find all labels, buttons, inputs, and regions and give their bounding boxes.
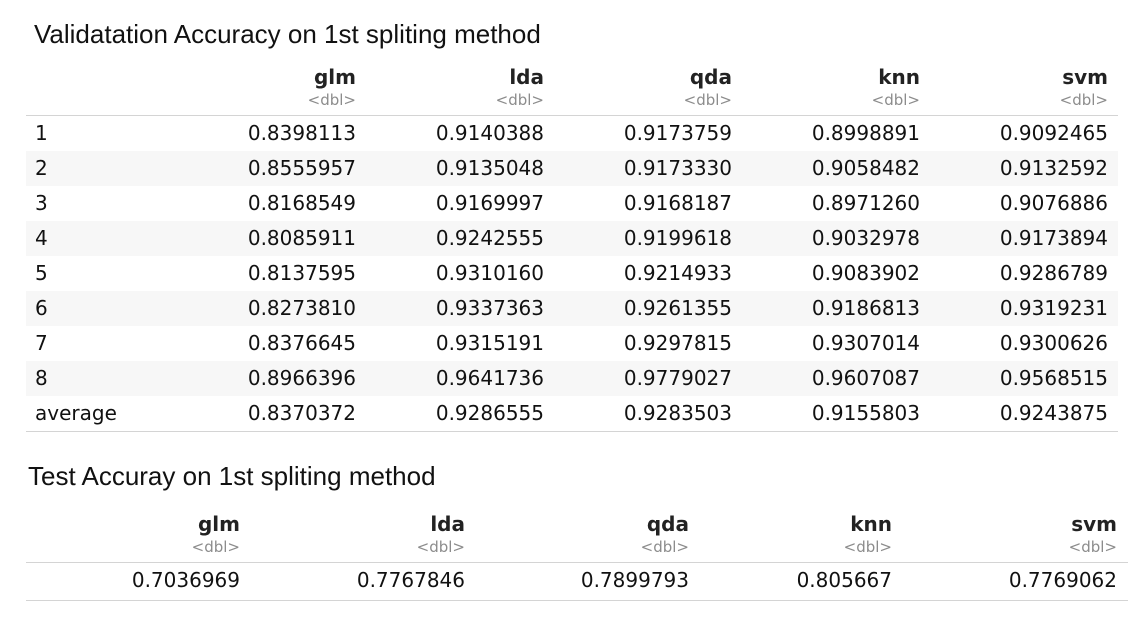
cell-lda: 0.7767846 xyxy=(356,568,465,592)
row-label: 1 xyxy=(35,121,48,145)
column-type-lda: <dbl> xyxy=(416,538,465,556)
cell-glm: 0.8085911 xyxy=(247,226,356,250)
cell-qda: 0.9779027 xyxy=(623,366,732,390)
validation-table-title: Validatation Accuracy on 1st spliting me… xyxy=(34,19,541,49)
cell-qda: 0.9173330 xyxy=(623,156,732,180)
column-header-lda[interactable]: lda xyxy=(509,65,544,89)
column-type-qda: <dbl> xyxy=(640,538,689,556)
column-header-glm[interactable]: glm xyxy=(313,65,356,89)
validation-accuracy-table: glm <dbl> lda <dbl> qda <dbl> knn <dbl> … xyxy=(26,64,1118,432)
row-label: average xyxy=(35,401,117,425)
cell-knn: 0.9083902 xyxy=(811,261,920,285)
column-type-lda: <dbl> xyxy=(495,91,544,109)
cell-qda: 0.9173759 xyxy=(623,121,732,145)
column-header-svm[interactable]: svm xyxy=(1071,512,1117,536)
cell-lda: 0.9315191 xyxy=(435,331,544,355)
row-label: 6 xyxy=(35,296,48,320)
cell-glm: 0.8376645 xyxy=(247,331,356,355)
column-type-knn: <dbl> xyxy=(871,91,920,109)
row-label: 4 xyxy=(35,226,48,250)
cell-qda: 0.9297815 xyxy=(623,331,732,355)
cell-svm: 0.9300626 xyxy=(999,331,1108,355)
table-row: 3 0.8168549 0.9169997 0.9168187 0.897126… xyxy=(26,186,1118,221)
cell-svm: 0.9319231 xyxy=(999,296,1108,320)
table-bottom-border xyxy=(26,600,1128,601)
cell-lda: 0.9135048 xyxy=(435,156,544,180)
table-row: 4 0.8085911 0.9242555 0.9199618 0.903297… xyxy=(26,221,1118,256)
row-label: 3 xyxy=(35,191,48,215)
column-type-qda: <dbl> xyxy=(683,91,732,109)
cell-svm: 0.9076886 xyxy=(999,191,1108,215)
cell-qda: 0.7899793 xyxy=(580,568,689,592)
cell-glm: 0.8168549 xyxy=(247,191,356,215)
column-header-glm[interactable]: glm xyxy=(197,512,240,536)
cell-lda: 0.9242555 xyxy=(435,226,544,250)
column-header-svm[interactable]: svm xyxy=(1062,65,1108,89)
table-row: 2 0.8555957 0.9135048 0.9173330 0.905848… xyxy=(26,151,1118,186)
table-row-average: average 0.8370372 0.9286555 0.9283503 0.… xyxy=(26,396,1118,431)
cell-glm: 0.7036969 xyxy=(131,568,240,592)
row-label: 5 xyxy=(35,261,48,285)
cell-svm: 0.7769062 xyxy=(1008,568,1117,592)
cell-svm: 0.9243875 xyxy=(999,401,1108,425)
column-type-glm: <dbl> xyxy=(307,91,356,109)
header-divider xyxy=(26,562,1128,563)
column-header-qda[interactable]: qda xyxy=(689,65,732,89)
cell-lda: 0.9169997 xyxy=(435,191,544,215)
table-row: 8 0.8966396 0.9641736 0.9779027 0.960708… xyxy=(26,361,1118,396)
cell-qda: 0.9168187 xyxy=(623,191,732,215)
cell-svm: 0.9132592 xyxy=(999,156,1108,180)
cell-knn: 0.9032978 xyxy=(811,226,920,250)
column-header-qda[interactable]: qda xyxy=(646,512,689,536)
cell-knn: 0.8971260 xyxy=(811,191,920,215)
column-type-glm: <dbl> xyxy=(191,538,240,556)
cell-knn: 0.805667 xyxy=(796,568,892,592)
table-row: 1 0.8398113 0.9140388 0.9173759 0.899889… xyxy=(26,116,1118,151)
column-header-knn[interactable]: knn xyxy=(878,65,920,89)
cell-qda: 0.9261355 xyxy=(623,296,732,320)
cell-svm: 0.9286789 xyxy=(999,261,1108,285)
cell-svm: 0.9568515 xyxy=(999,366,1108,390)
cell-glm: 0.8273810 xyxy=(247,296,356,320)
cell-glm: 0.8370372 xyxy=(247,401,356,425)
cell-knn: 0.9186813 xyxy=(811,296,920,320)
row-label: 8 xyxy=(35,366,48,390)
table-row: 6 0.8273810 0.9337363 0.9261355 0.918681… xyxy=(26,291,1118,326)
cell-knn: 0.8998891 xyxy=(811,121,920,145)
cell-qda: 0.9199618 xyxy=(623,226,732,250)
column-type-svm: <dbl> xyxy=(1059,91,1108,109)
cell-lda: 0.9286555 xyxy=(435,401,544,425)
column-header-lda[interactable]: lda xyxy=(430,512,465,536)
table-row: 0.7036969 0.7767846 0.7899793 0.805667 0… xyxy=(26,563,1128,598)
cell-glm: 0.8137595 xyxy=(247,261,356,285)
cell-knn: 0.9307014 xyxy=(811,331,920,355)
header-divider xyxy=(26,115,1118,116)
row-label: 2 xyxy=(35,156,48,180)
cell-knn: 0.9058482 xyxy=(811,156,920,180)
test-table-title: Test Accuray on 1st spliting method xyxy=(28,461,436,491)
cell-qda: 0.9283503 xyxy=(623,401,732,425)
cell-lda: 0.9310160 xyxy=(435,261,544,285)
cell-lda: 0.9641736 xyxy=(435,366,544,390)
table-row: 5 0.8137595 0.9310160 0.9214933 0.908390… xyxy=(26,256,1118,291)
row-label: 7 xyxy=(35,331,48,355)
column-type-svm: <dbl> xyxy=(1068,538,1117,556)
column-type-knn: <dbl> xyxy=(843,538,892,556)
table-bottom-border xyxy=(26,431,1118,432)
cell-glm: 0.8966396 xyxy=(247,366,356,390)
cell-lda: 0.9337363 xyxy=(435,296,544,320)
cell-qda: 0.9214933 xyxy=(623,261,732,285)
table-row: 7 0.8376645 0.9315191 0.9297815 0.930701… xyxy=(26,326,1118,361)
cell-knn: 0.9155803 xyxy=(811,401,920,425)
cell-knn: 0.9607087 xyxy=(811,366,920,390)
cell-glm: 0.8398113 xyxy=(247,121,356,145)
cell-glm: 0.8555957 xyxy=(247,156,356,180)
cell-svm: 0.9092465 xyxy=(999,121,1108,145)
cell-lda: 0.9140388 xyxy=(435,121,544,145)
column-header-knn[interactable]: knn xyxy=(850,512,892,536)
cell-svm: 0.9173894 xyxy=(999,226,1108,250)
test-accuracy-table: glm <dbl> lda <dbl> qda <dbl> knn <dbl> … xyxy=(26,511,1128,601)
